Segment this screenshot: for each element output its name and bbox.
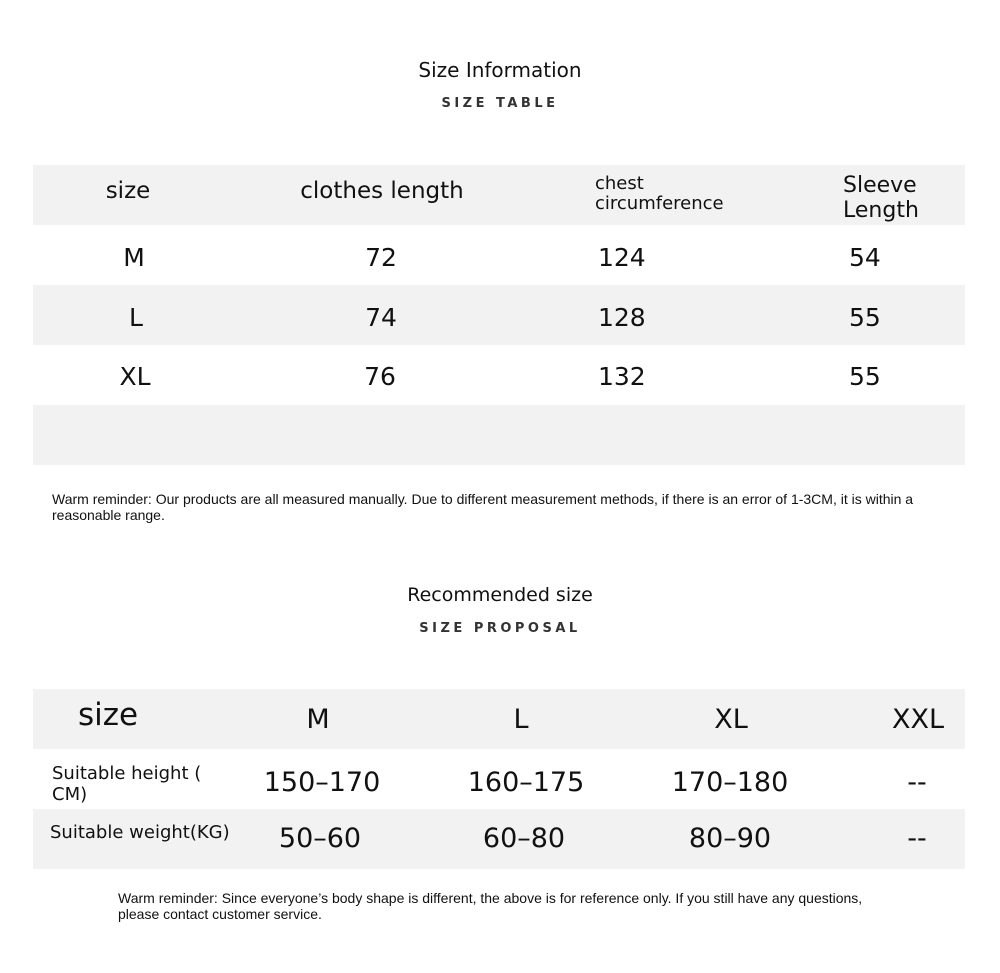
height-label: Suitable height ( CM) <box>52 763 202 805</box>
size-proposal-subtitle: SIZE PROPOSAL <box>419 621 581 636</box>
cell: -- <box>907 767 927 798</box>
empty-row <box>33 405 965 465</box>
row-band <box>33 809 965 869</box>
measurement-note: Warm reminder: Our products are all meas… <box>52 491 914 523</box>
cell: 60–80 <box>482 823 566 854</box>
cell: 170–180 <box>671 767 789 798</box>
weight-label: Suitable weight(KG) <box>50 822 230 843</box>
header-row <box>33 689 965 749</box>
cell: 150–170 <box>263 767 381 798</box>
header-xl: XL <box>714 704 748 735</box>
cell: 54 <box>849 243 881 272</box>
header-l: L <box>513 704 529 735</box>
cell: 124 <box>598 243 646 272</box>
header-m: M <box>306 704 330 735</box>
header-size: size <box>78 697 139 733</box>
recommended-title: Recommended size <box>407 584 593 606</box>
size-table-subtitle: SIZE TABLE <box>441 96 559 111</box>
cell: 76 <box>364 362 396 391</box>
cell: 55 <box>849 362 881 391</box>
cell: -- <box>907 823 927 854</box>
cell: 80–90 <box>688 823 772 854</box>
size-info-title: Size Information <box>418 58 582 82</box>
cell: 72 <box>365 243 397 272</box>
header-xxl: XXL <box>891 704 945 735</box>
cell: M <box>123 243 145 272</box>
cell: 128 <box>598 303 646 332</box>
header-row <box>33 165 965 225</box>
header-size: size <box>105 178 151 204</box>
cell: 55 <box>849 303 881 332</box>
reference-note: Warm reminder: Since everyone’s body sha… <box>118 890 863 922</box>
header-chest: chest circumference <box>595 173 724 214</box>
cell: 74 <box>365 303 397 332</box>
cell: 160–175 <box>467 767 585 798</box>
header-sleeve: Sleeve Length <box>843 173 919 223</box>
cell: L <box>129 303 143 332</box>
header-clothes-length: clothes length <box>300 178 464 204</box>
cell: 132 <box>598 362 646 391</box>
cell: 50–60 <box>278 823 362 854</box>
row-band <box>33 285 965 345</box>
cell: XL <box>119 362 151 391</box>
